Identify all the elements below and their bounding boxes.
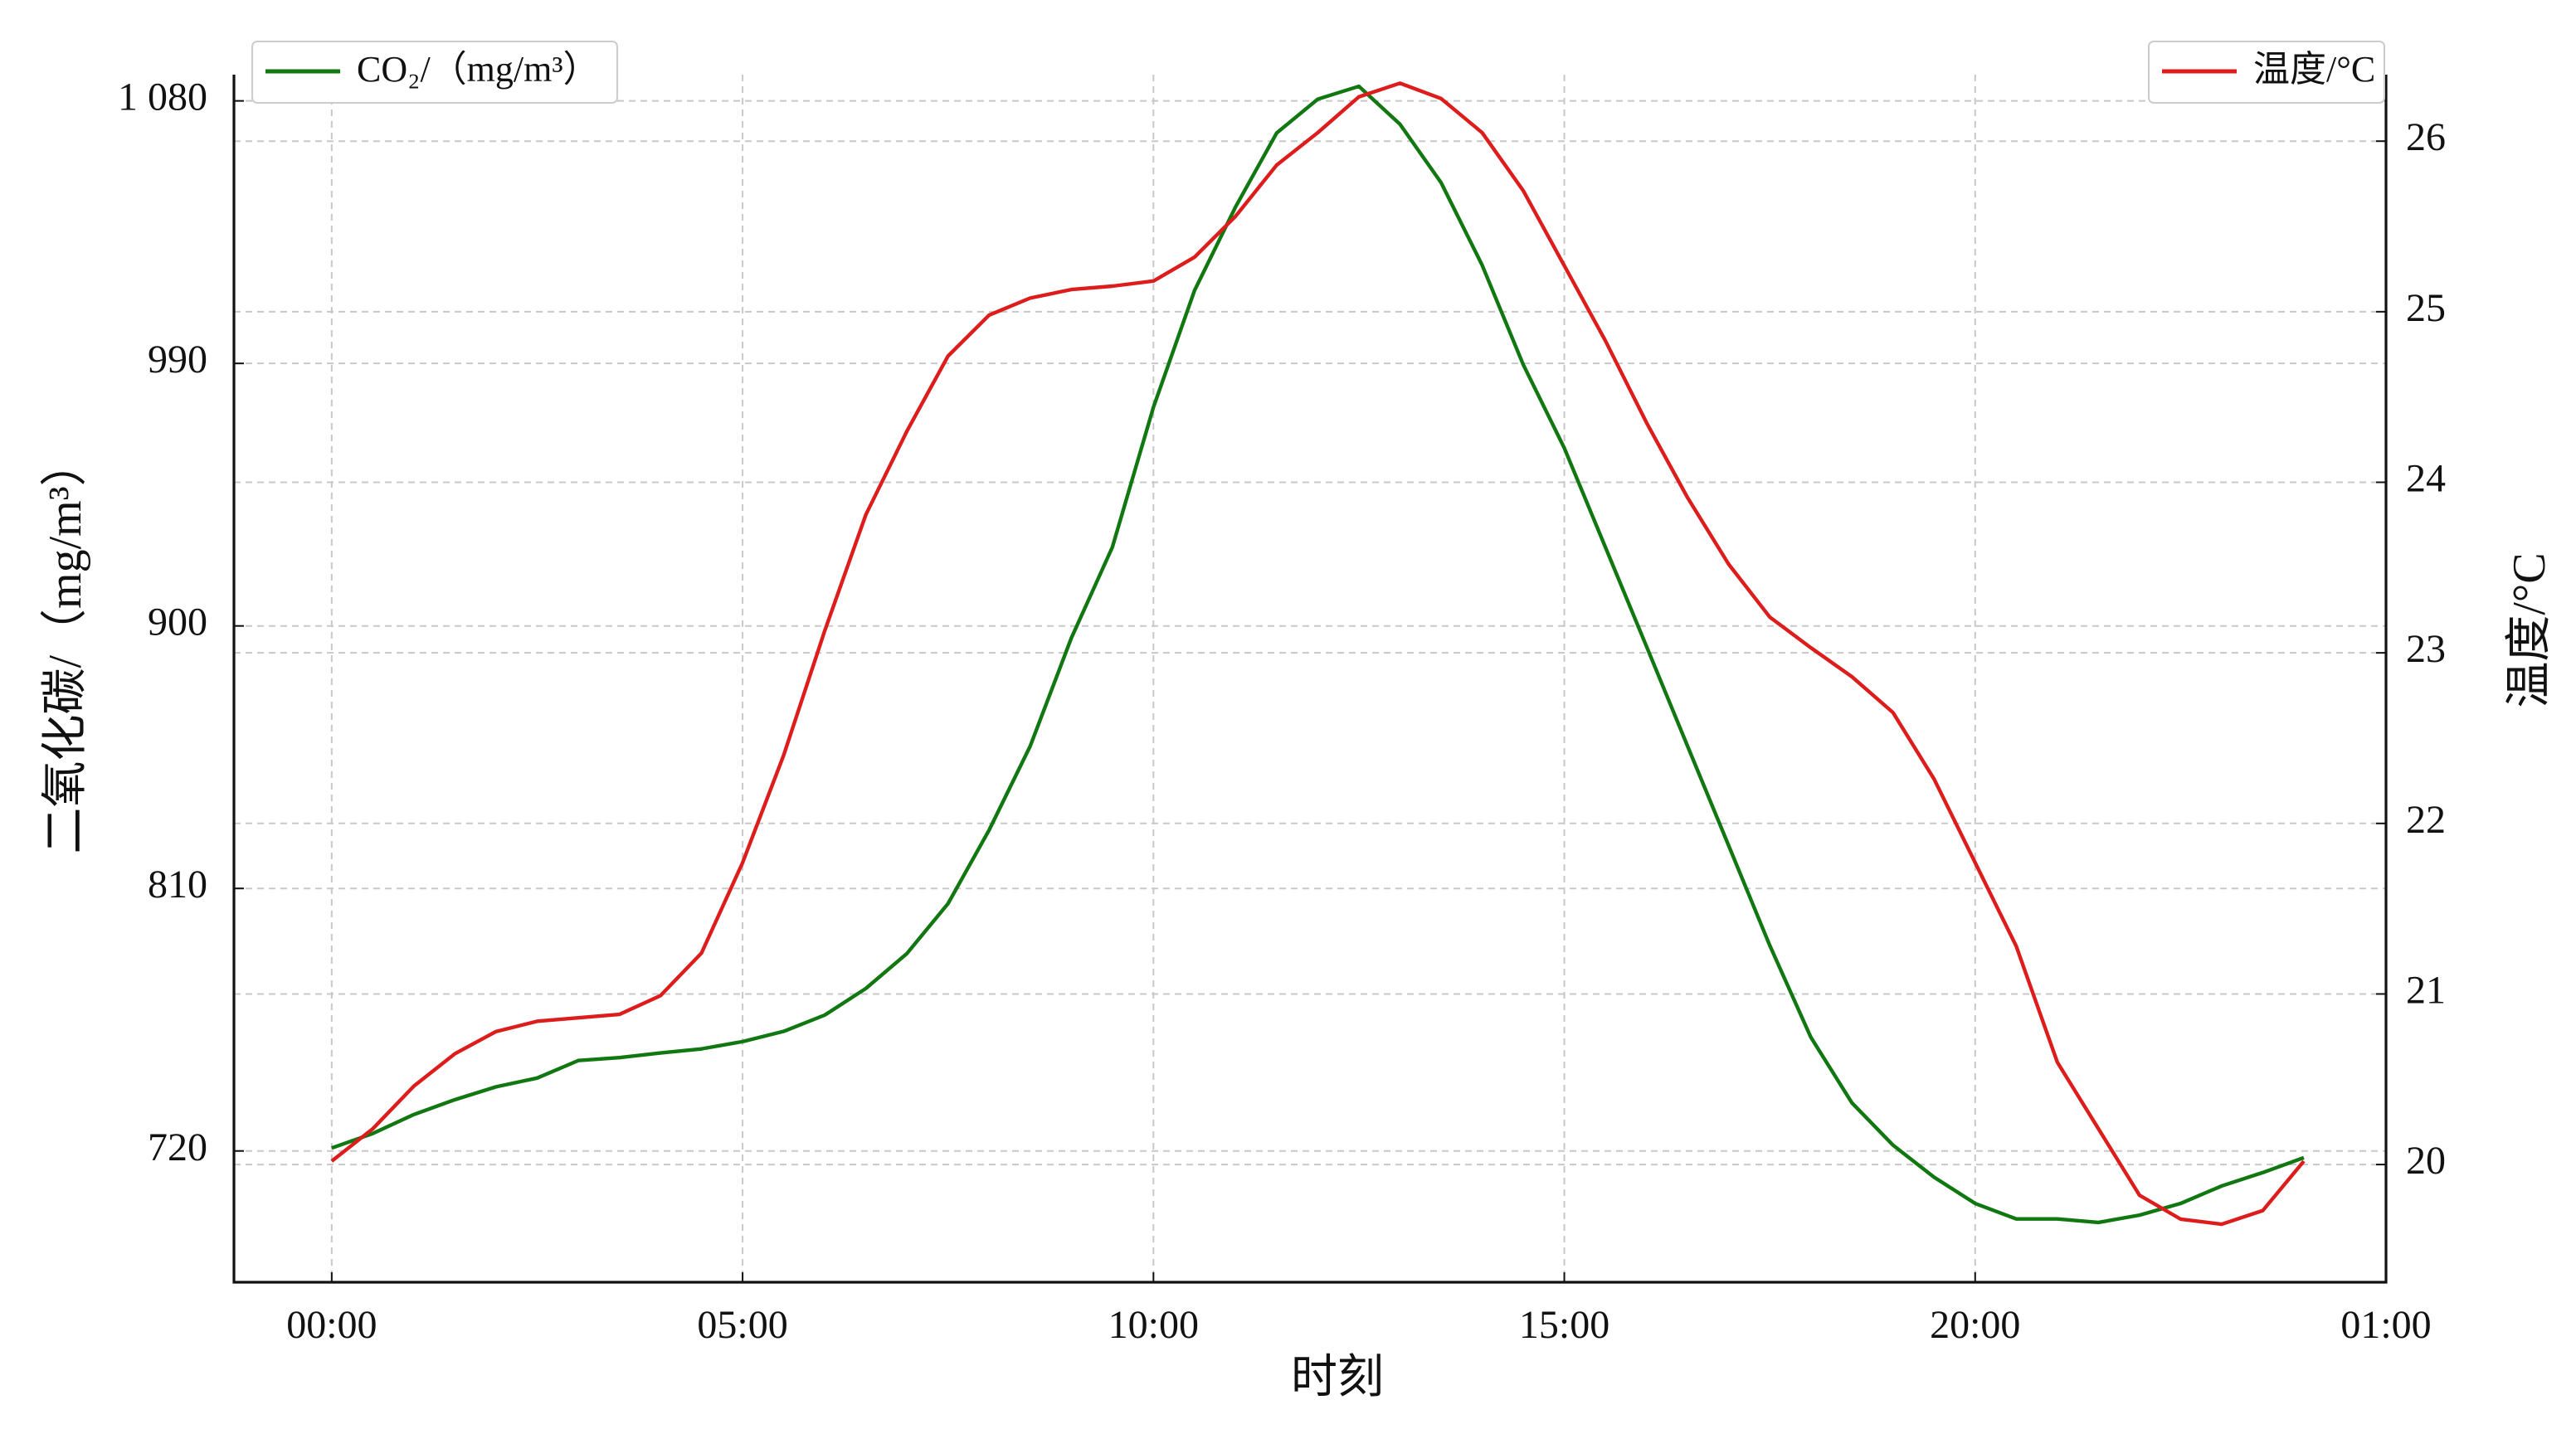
x-tick-label: 15:00 [1519, 1303, 1609, 1347]
y2-tick-label: 24 [2406, 457, 2446, 501]
x-tick-label: 10:00 [1108, 1303, 1199, 1347]
x-axis-label: 时刻 [1291, 1352, 1384, 1403]
legend-label: 温度/°C [2253, 49, 2375, 90]
x-tick-label: 00:00 [286, 1303, 377, 1347]
y2-tick-label: 20 [2406, 1139, 2446, 1183]
x-tick-label: 01:00 [2340, 1303, 2431, 1347]
legend-box [2148, 41, 2385, 104]
x-tick-label: 20:00 [1930, 1303, 2020, 1347]
y-axis-label: 二氧化碳/（mg/m³） [40, 440, 91, 853]
y2-axis-label: 温度/°C [2504, 552, 2555, 707]
y-tick-label: 1 080 [118, 75, 207, 119]
y2-tick-label: 23 [2406, 627, 2446, 671]
series-line [330, 81, 2306, 1227]
y-tick-label: 720 [148, 1125, 207, 1169]
y2-tick-label: 25 [2406, 286, 2446, 330]
axis-spine [232, 75, 2388, 1284]
y2-tick-label: 22 [2406, 798, 2446, 842]
y-tick-label: 900 [148, 600, 207, 644]
x-tick-label: 05:00 [697, 1303, 787, 1347]
series-line [331, 84, 2305, 1225]
legend-box [251, 41, 618, 104]
y-tick-label: 990 [148, 338, 207, 382]
y2-tick-label: 21 [2406, 968, 2446, 1012]
y-tick-label: 810 [148, 863, 207, 907]
y2-tick-label: 26 [2406, 115, 2446, 159]
legend-label: CO₂/（mg/m³） [357, 49, 600, 90]
